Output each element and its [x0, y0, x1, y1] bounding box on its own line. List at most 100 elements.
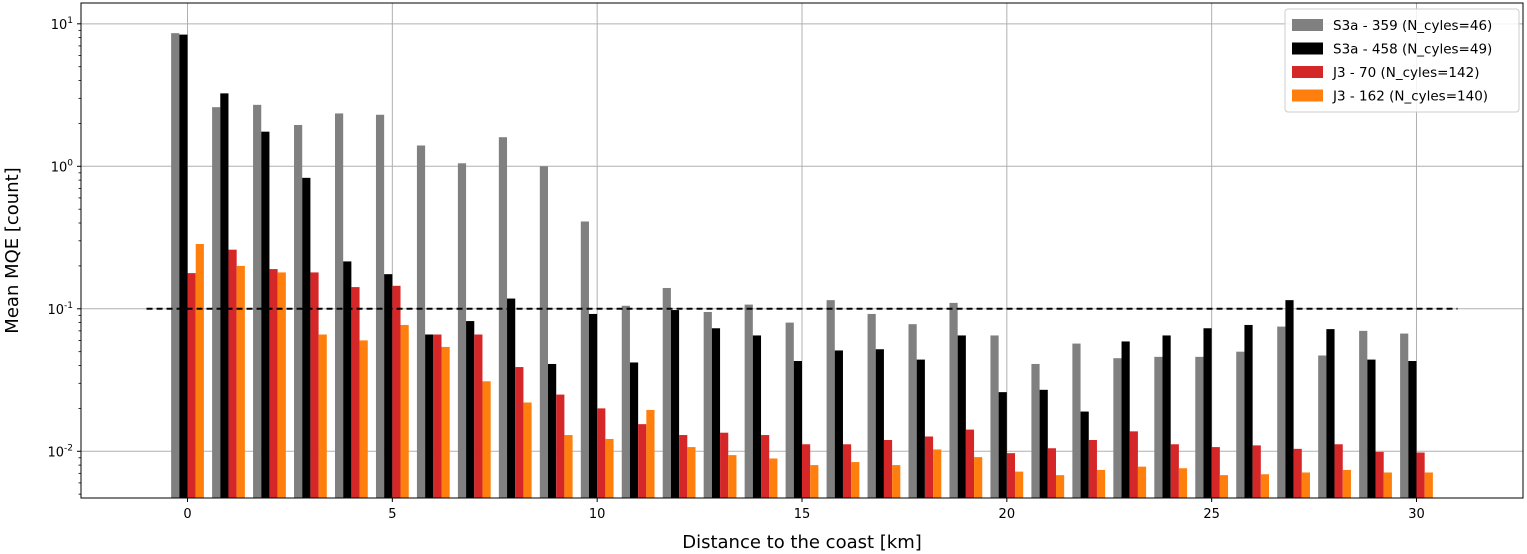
bar: [523, 402, 532, 498]
bar: [670, 310, 680, 498]
bar: [556, 394, 565, 498]
bar: [1326, 329, 1335, 498]
bar: [375, 114, 385, 498]
bar: [1170, 444, 1179, 498]
x-axis-label: Distance to the coast [km]: [682, 532, 922, 553]
x-tick-label: 20: [999, 507, 1016, 522]
bar: [1285, 300, 1294, 498]
bar: [1195, 356, 1204, 498]
bar: [883, 439, 893, 498]
legend: S3a - 359 (N_cyles=46) S3a - 458 (N_cyles…: [1284, 8, 1520, 113]
bar: [351, 287, 360, 498]
bar: [1088, 439, 1097, 498]
bar: [810, 465, 819, 498]
bar: [965, 429, 975, 498]
bar: [1055, 475, 1065, 498]
bar: [1031, 363, 1040, 498]
legend-swatch: [1292, 19, 1323, 31]
bar: [1375, 451, 1384, 498]
bar: [646, 409, 655, 498]
x-tick-label: 0: [183, 507, 191, 522]
bar: [662, 287, 671, 498]
bar: [359, 340, 368, 498]
x-tick-label: 10: [589, 507, 606, 522]
bar: [1154, 356, 1163, 498]
legend-box: [1284, 8, 1520, 113]
x-tick-label: 5: [388, 507, 396, 522]
bar: [195, 243, 204, 498]
bar: [1400, 333, 1409, 498]
bar: [802, 444, 811, 498]
bar: [179, 34, 188, 499]
y-tick-label: 10-2: [47, 443, 73, 460]
bar: [769, 458, 778, 498]
bar: [400, 324, 409, 498]
bar: [310, 272, 319, 498]
bar: [892, 465, 901, 498]
bar: [498, 137, 508, 498]
bar: [236, 265, 245, 498]
bar: [605, 438, 614, 498]
bar: [842, 444, 852, 498]
bar: [384, 274, 393, 498]
bar: [998, 392, 1007, 498]
bar: [171, 33, 180, 499]
bar: [212, 107, 221, 498]
bar: [629, 362, 639, 498]
bar: [457, 163, 467, 498]
bar: [1137, 466, 1147, 498]
bar: [343, 261, 352, 498]
legend-swatch: [1292, 66, 1323, 78]
bar: [548, 363, 557, 498]
bar: [294, 124, 303, 498]
bar: [875, 349, 884, 498]
bar: [1039, 389, 1048, 498]
bar: [785, 322, 794, 498]
bar: [728, 455, 737, 498]
bar: [1080, 411, 1089, 498]
bar: [277, 272, 286, 498]
bar: [466, 321, 475, 498]
bar: [687, 447, 696, 498]
bar: [228, 249, 237, 498]
bar: [1015, 471, 1024, 498]
bar: [1416, 452, 1425, 498]
bar: [867, 313, 876, 498]
bar: [752, 335, 762, 498]
bar: [588, 313, 598, 498]
bar: [1162, 335, 1171, 498]
bar: [1277, 326, 1286, 498]
bar: [334, 113, 344, 499]
bar: [1219, 475, 1229, 498]
bar: [1367, 359, 1376, 498]
y-axis-label: Mean MQE [count]: [2, 167, 23, 333]
bar: [433, 334, 442, 498]
bar: [441, 346, 450, 498]
y-tick-label: 101: [51, 16, 73, 33]
bar: [1293, 448, 1302, 498]
x-axis-ticks: 0 5 10 15 20 25 30: [183, 498, 1425, 522]
bar: [638, 424, 647, 498]
bar: [974, 457, 983, 498]
bar: [482, 381, 491, 498]
bar: [425, 334, 434, 498]
bars: [171, 33, 1433, 499]
bar: [220, 93, 229, 499]
bar: [507, 298, 516, 498]
bar: [924, 436, 934, 498]
bar: [1178, 468, 1188, 498]
bar: [1236, 351, 1245, 498]
bar: [703, 311, 712, 498]
bar: [302, 177, 311, 498]
bar: [187, 273, 196, 498]
bar: [269, 269, 278, 498]
bar: [851, 462, 860, 498]
bar: [1244, 324, 1253, 498]
bar: [1342, 469, 1351, 498]
bar: [1006, 453, 1016, 498]
bar: [826, 300, 835, 498]
bar: [1408, 361, 1417, 498]
bar: [580, 221, 589, 498]
y-tick-label: 100: [51, 158, 74, 175]
